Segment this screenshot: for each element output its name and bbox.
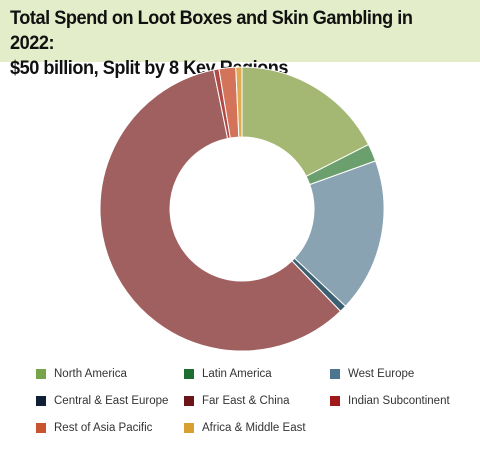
- legend-item-west-europe: West Europe: [330, 368, 414, 380]
- legend-item-latin-america: Latin America: [184, 368, 272, 380]
- legend-swatch: [36, 423, 46, 433]
- donut-slice-far-east-china: [99, 69, 342, 352]
- legend-label: Latin America: [202, 368, 272, 380]
- legend-label: Far East & China: [202, 395, 290, 407]
- chart-title-line-1: Total Spend on Loot Boxes and Skin Gambl…: [10, 7, 413, 54]
- legend-swatch: [330, 369, 340, 379]
- legend-label: Indian Subcontinent: [348, 395, 450, 407]
- title-banner: Total Spend on Loot Boxes and Skin Gambl…: [0, 0, 480, 79]
- legend-item-africa-middle-east: Africa & Middle East: [184, 422, 306, 434]
- legend-label: Africa & Middle East: [202, 422, 306, 434]
- legend-swatch: [184, 396, 194, 406]
- legend-label: Central & East Europe: [54, 395, 169, 407]
- legend-item-rest-of-asia-pacific: Rest of Asia Pacific: [36, 422, 152, 434]
- legend-item-central-east-europe: Central & East Europe: [36, 395, 168, 407]
- donut-slice-africa-middle-east: [235, 66, 243, 138]
- legend-swatch: [36, 369, 46, 379]
- donut-chart: [99, 66, 385, 352]
- legend-item-north-america: North America: [36, 368, 127, 380]
- legend-label: Rest of Asia Pacific: [54, 422, 153, 434]
- legend-swatch: [184, 369, 194, 379]
- legend-swatch: [36, 396, 46, 406]
- legend-swatch: [184, 423, 194, 433]
- legend-item-far-east-china: Far East & China: [184, 395, 290, 407]
- legend-item-indian-subcontinent: Indian Subcontinent: [330, 395, 450, 407]
- legend-swatch: [330, 396, 340, 406]
- legend-label: West Europe: [348, 368, 415, 380]
- legend-label: North America: [54, 368, 127, 380]
